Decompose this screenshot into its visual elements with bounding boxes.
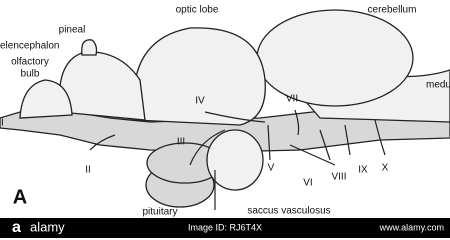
nerve	[89, 134, 116, 151]
watermark-bar	[0, 218, 450, 238]
label: pineal	[59, 25, 86, 36]
label: medu	[426, 80, 450, 91]
label: pituitary	[142, 207, 177, 218]
label: II	[85, 165, 91, 176]
watermark-id: Image ID: RJ6T4X	[188, 222, 262, 232]
pineal	[81, 39, 98, 56]
nerve	[267, 124, 271, 161]
saccus-vasculosus	[206, 129, 264, 191]
optic-lobe	[133, 27, 266, 126]
panel-label: A	[13, 186, 27, 208]
nerve	[204, 111, 266, 123]
watermark-url: www.alamy.com	[379, 222, 444, 232]
label: saccus vasculosus	[247, 206, 330, 217]
label: IV	[195, 96, 205, 107]
label: bulb	[21, 69, 40, 80]
nerve	[344, 124, 351, 156]
leader	[289, 144, 336, 166]
label: V	[268, 163, 275, 174]
nerve	[294, 109, 300, 136]
watermark-logo: a	[12, 219, 21, 236]
label: III	[177, 137, 185, 148]
label: I	[1, 118, 4, 129]
cerebellum	[256, 9, 414, 107]
label: elencephalon	[0, 41, 60, 52]
label: IX	[358, 165, 368, 176]
label: VII	[286, 94, 298, 105]
label: X	[382, 163, 389, 174]
brain-stem	[0, 109, 450, 153]
label: VI	[303, 178, 312, 189]
olfactory-bulb	[19, 79, 73, 119]
label: VIII	[331, 172, 346, 183]
nerve	[189, 129, 226, 166]
label: cerebellum	[368, 5, 417, 16]
nerve	[374, 119, 386, 156]
label: optic lobe	[176, 5, 219, 16]
label: olfactory	[11, 57, 49, 68]
nerve	[319, 129, 331, 161]
watermark-brand: alamy	[30, 219, 65, 234]
